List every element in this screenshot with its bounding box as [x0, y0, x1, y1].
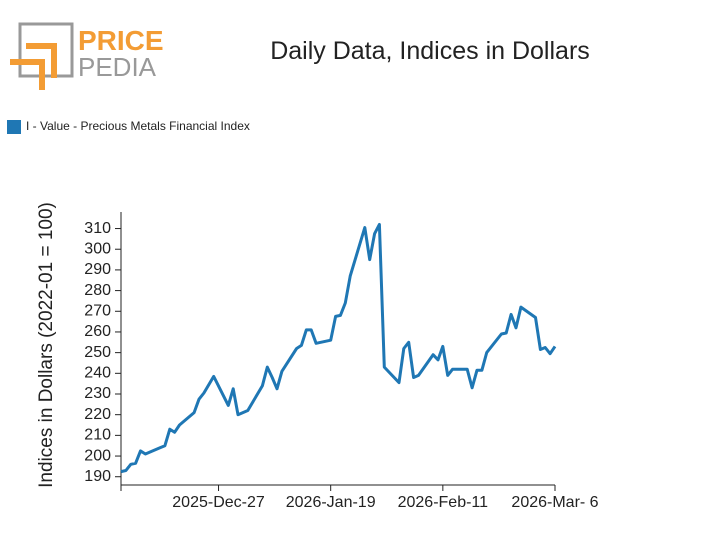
- x-tick-label: 2026-Mar- 6: [511, 494, 598, 511]
- y-tick-label: 290: [84, 261, 111, 278]
- y-tick-label: 230: [84, 385, 111, 402]
- x-tick-label: 2026-Feb-11: [398, 494, 489, 511]
- y-tick-label: 190: [84, 468, 111, 485]
- logo-top: PRICE: [78, 25, 164, 56]
- y-tick-label: 240: [84, 365, 111, 382]
- legend-swatch: [7, 120, 21, 134]
- x-tick-label: 2025-Dec-27: [172, 494, 265, 511]
- y-tick-label: 220: [84, 406, 111, 423]
- x-tick-label: 2026-Jan-19: [286, 494, 376, 511]
- y-tick-label: 300: [84, 240, 111, 257]
- y-tick-label: 260: [84, 323, 111, 340]
- y-tick-label: 210: [84, 427, 111, 444]
- y-tick-label: 310: [84, 220, 111, 237]
- y-tick-label: 270: [84, 302, 111, 319]
- y-axis-label: Indices in Dollars (2022-01 = 100): [36, 202, 57, 488]
- chart-title: Daily Data, Indices in Dollars: [270, 37, 590, 65]
- logo-bottom: PEDIA: [78, 52, 157, 82]
- y-tick-label: 250: [84, 344, 111, 361]
- y-tick-label: 280: [84, 282, 111, 299]
- line-series: [120, 222, 557, 474]
- logo: PRICE PEDIA: [10, 22, 164, 90]
- legend-label: I - Value - Precious Metals Financial In…: [26, 119, 250, 133]
- y-tick-label: 200: [84, 447, 111, 464]
